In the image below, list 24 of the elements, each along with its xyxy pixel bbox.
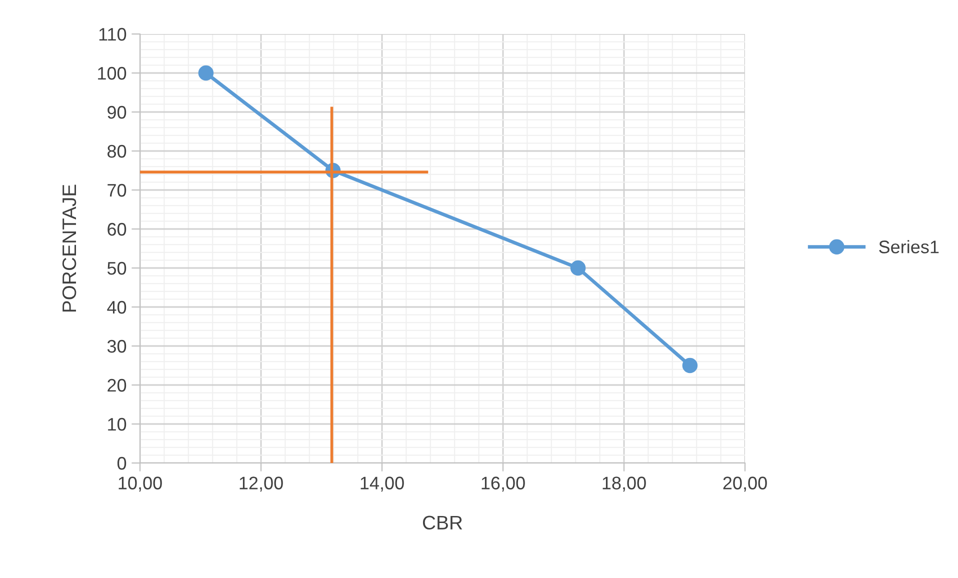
x-tick-label: 10,00 bbox=[118, 476, 162, 492]
point bbox=[198, 65, 214, 81]
y-tick-label: 80 bbox=[108, 144, 126, 158]
x-tick-label: 12,00 bbox=[240, 476, 283, 492]
y-tick-label: 0 bbox=[117, 456, 126, 470]
y-tick-label: 100 bbox=[98, 66, 126, 80]
legend-label: Series1 bbox=[879, 240, 939, 254]
x-tick-label: 18,00 bbox=[602, 476, 646, 492]
point bbox=[570, 260, 586, 276]
y-tick-label: 40 bbox=[107, 300, 126, 314]
y-tick-label: 50 bbox=[107, 262, 126, 275]
y-tick-label: 110 bbox=[99, 28, 126, 41]
y-tick-label: 30 bbox=[107, 340, 126, 353]
point bbox=[682, 358, 698, 374]
y-tick-label: 60 bbox=[108, 222, 126, 236]
y-tick-label: 20 bbox=[108, 378, 126, 392]
y-axis-title: PORCENTAJE bbox=[62, 184, 76, 312]
x-axis-title: CBR bbox=[422, 516, 462, 530]
x-tick-label: 20,00 bbox=[723, 476, 767, 492]
x-tick-label: 14,00 bbox=[360, 476, 404, 492]
y-tick-label: 10 bbox=[108, 418, 126, 431]
x-tick-label: 16,00 bbox=[482, 476, 525, 492]
y-tick-label: 90 bbox=[108, 106, 126, 119]
y-tick-label: 70 bbox=[108, 184, 126, 197]
